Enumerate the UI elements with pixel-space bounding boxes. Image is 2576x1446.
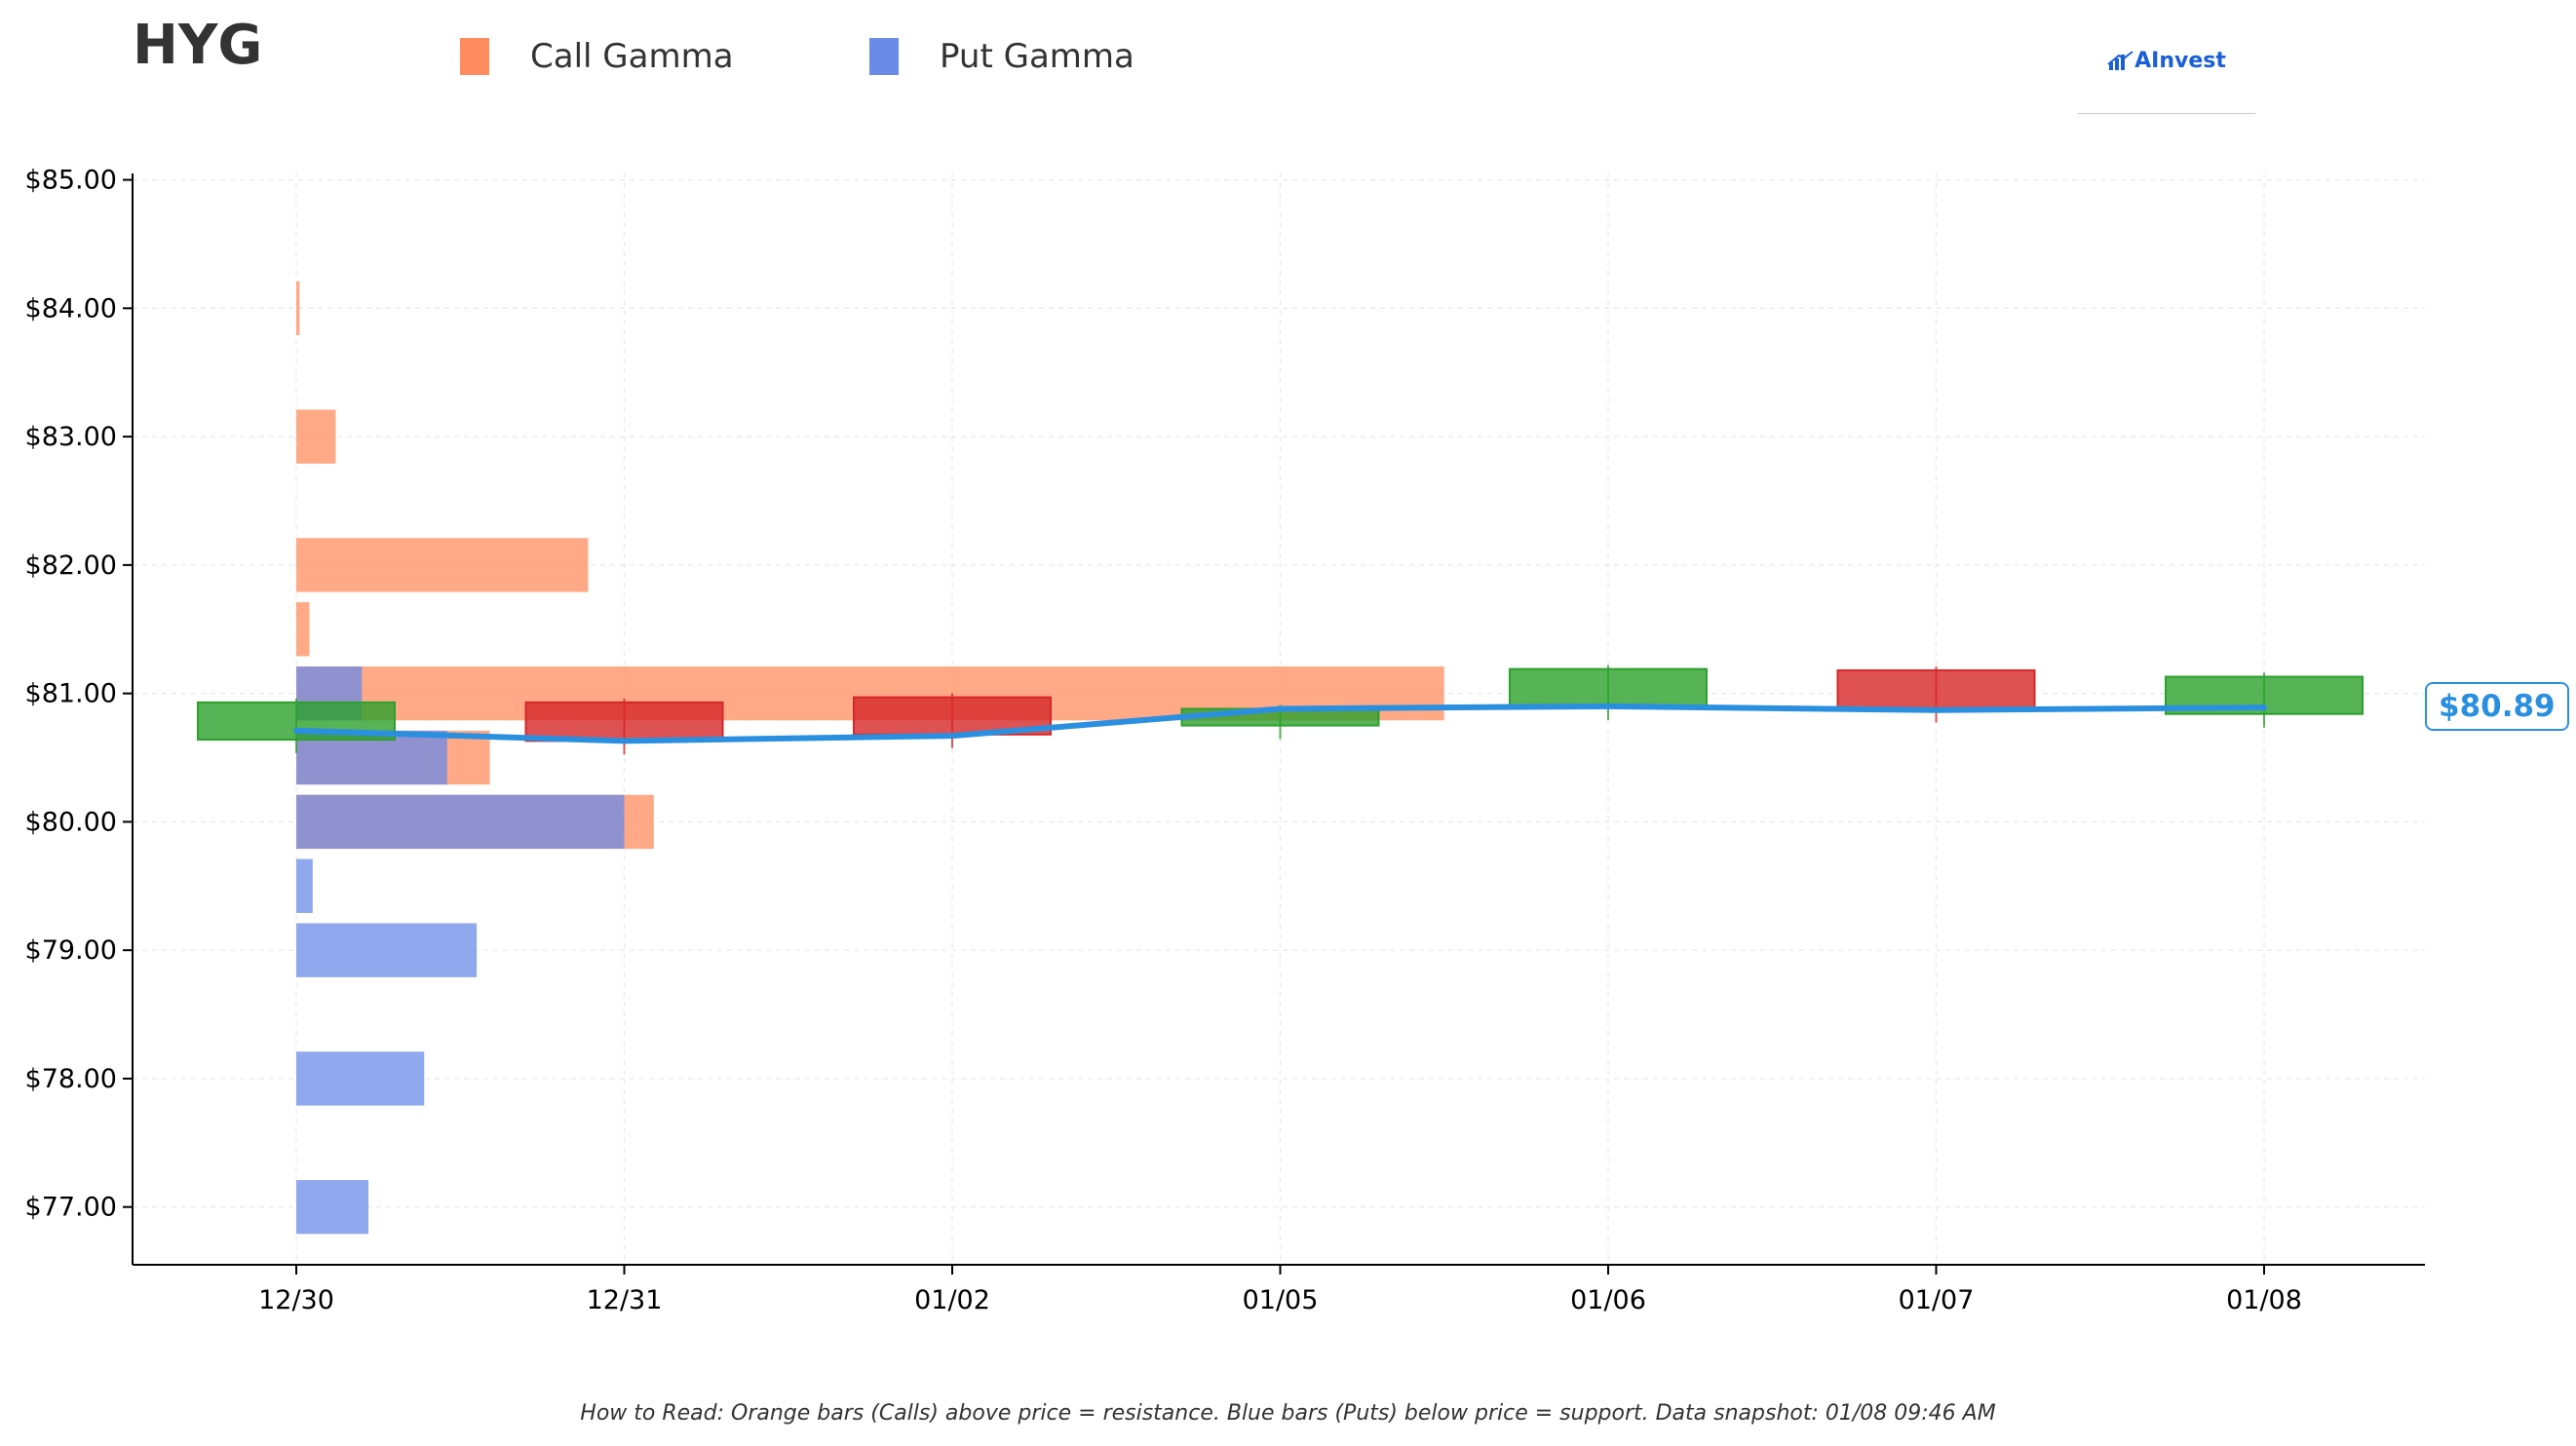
x-tick-label: 12/31: [587, 1285, 663, 1315]
brand-logo: AInvest: [2078, 39, 2255, 114]
y-tick-label: $77.00: [25, 1193, 117, 1223]
x-tick-label: 01/06: [1570, 1285, 1646, 1315]
candle-body: [524, 701, 724, 742]
call-gamma-bar: [296, 281, 300, 336]
y-tick-label: $80.00: [25, 807, 117, 837]
put-gamma-bar: [296, 923, 478, 977]
candles: [197, 665, 2364, 755]
ticker-title: HYG: [133, 14, 263, 77]
x-tick-label: 12/30: [258, 1285, 334, 1315]
y-tick-label: $85.00: [25, 166, 117, 196]
legend-call-gamma: Call Gamma: [460, 37, 734, 76]
x-tick-label: 01/08: [2226, 1285, 2302, 1315]
price-line: [293, 703, 2267, 744]
y-tick-label: $81.00: [25, 679, 117, 709]
y-tick-label: $83.00: [25, 422, 117, 452]
legend-swatch-put: [869, 38, 899, 75]
put-gamma-bar: [296, 1180, 369, 1235]
candle-body: [1836, 668, 2036, 710]
call-gamma-bar: [296, 538, 589, 592]
tick-labels: $77.00 $78.00 $79.00 $80.00 $81.00 $82.00 $83.…: [25, 166, 2302, 1315]
footnote: How to Read: Orange bars (Calls) above p…: [580, 1401, 1996, 1426]
y-tick-label: $82.00: [25, 551, 117, 581]
price-line-layer: [293, 703, 2267, 744]
axes: [123, 173, 2425, 1275]
y-tick-label: $79.00: [25, 935, 117, 966]
x-tick-label: 01/02: [914, 1285, 990, 1315]
put-gamma-bar: [296, 858, 313, 913]
x-tick-label: 01/05: [1243, 1285, 1319, 1315]
candle-body: [1509, 667, 1708, 707]
put-gamma-bar: [296, 1051, 425, 1106]
brand-text: AInvest: [2134, 49, 2226, 73]
y-tick-label: $84.00: [25, 293, 117, 323]
call-gamma-bar: [296, 409, 336, 464]
x-tick-label: 01/07: [1899, 1285, 1975, 1315]
y-tick-label: $78.00: [25, 1064, 117, 1094]
brand-bars-icon: [2107, 50, 2134, 70]
legend-swatch-call: [460, 38, 489, 75]
current-price-tag: $80.89: [2425, 682, 2569, 731]
gamma-bars: [296, 281, 1444, 1235]
call-gamma-bar: [296, 602, 310, 657]
put-gamma-bar: [296, 794, 625, 850]
legend-label-put: Put Gamma: [940, 37, 1134, 76]
legend-label-call: Call Gamma: [530, 37, 734, 76]
legend-put-gamma: Put Gamma: [869, 37, 1134, 76]
